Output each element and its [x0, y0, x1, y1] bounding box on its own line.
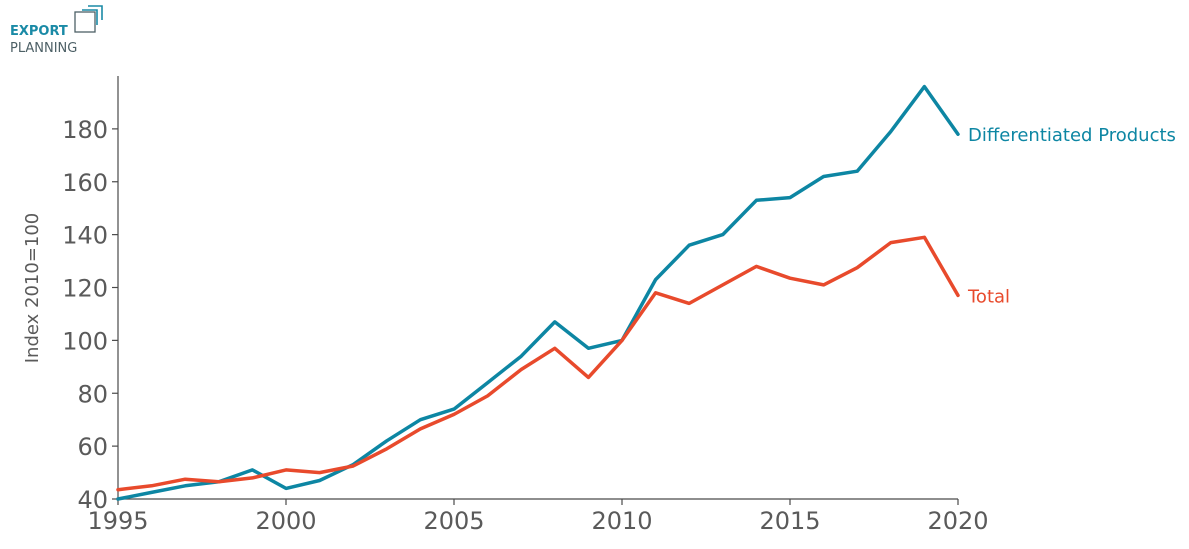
y-tick-label: 40 — [77, 486, 108, 514]
y-tick-label: 100 — [62, 327, 108, 355]
y-tick-label: 120 — [62, 275, 108, 303]
y-axis-label: Index 2010=100 — [22, 213, 43, 364]
x-tick-label: 2020 — [927, 507, 988, 535]
series-labels: Differentiated Products Total — [967, 125, 1176, 307]
logo-text-planning: PLANNING — [10, 41, 77, 56]
y-tick-label: 180 — [62, 116, 108, 144]
series-label-total: Total — [967, 286, 1010, 307]
y-tick-label: 80 — [77, 380, 108, 408]
logo-mark-icon — [74, 5, 103, 33]
x-axis-ticks: 1995 2000 2005 2010 2015 2020 — [87, 499, 989, 535]
y-axis-ticks: 40 60 80 100 120 140 160 180 — [62, 116, 118, 514]
logo-text-export: EXPORT — [10, 24, 68, 39]
series-label-differentiated-products: Differentiated Products — [968, 125, 1176, 146]
export-planning-logo: EXPORT PLANNING — [10, 5, 103, 56]
series-line-differentiated-products — [116, 84, 960, 501]
y-tick-label: 140 — [62, 222, 108, 250]
series-line-total — [116, 235, 960, 492]
x-tick-label: 2000 — [255, 507, 316, 535]
series-lines — [116, 84, 960, 501]
x-tick-label: 2010 — [591, 507, 652, 535]
x-tick-label: 2015 — [759, 507, 820, 535]
x-tick-label: 1995 — [87, 507, 148, 535]
y-tick-label: 60 — [77, 433, 108, 461]
x-tick-label: 2005 — [423, 507, 484, 535]
y-tick-label: 160 — [62, 169, 108, 197]
